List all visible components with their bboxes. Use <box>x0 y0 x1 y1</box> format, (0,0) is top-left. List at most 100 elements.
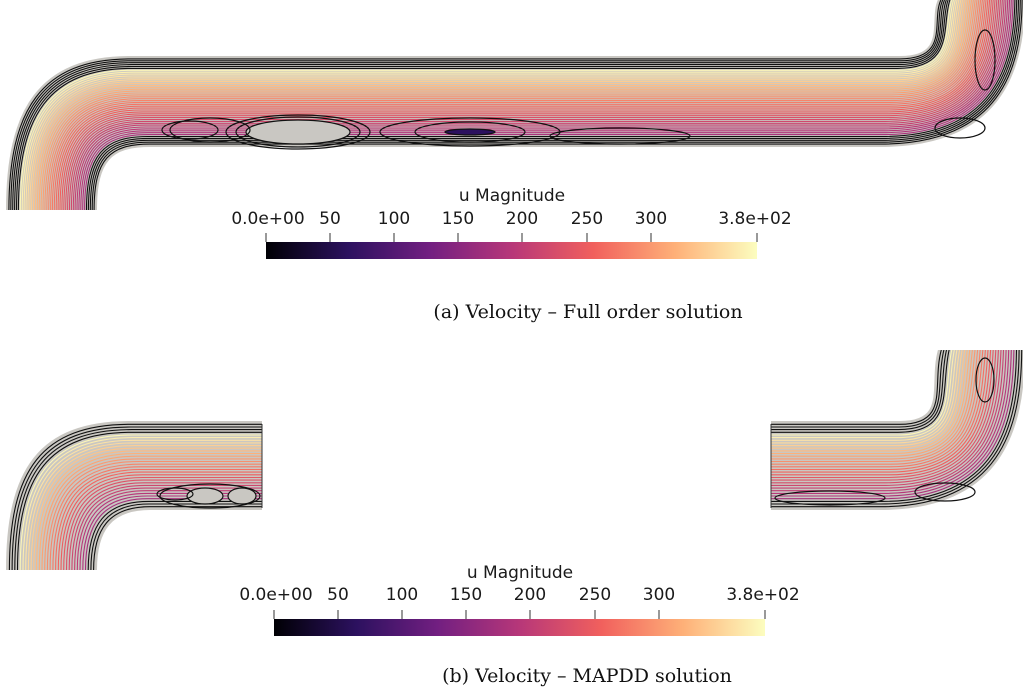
streamline <box>19 434 262 571</box>
channel-fill <box>16 431 262 571</box>
channel-fill <box>53 0 988 211</box>
streamline <box>771 350 981 465</box>
streamline <box>63 476 262 571</box>
panel-b-tick-label: 150 <box>450 585 482 605</box>
streamline <box>10 0 944 211</box>
streamline <box>51 0 983 211</box>
streamline <box>771 350 973 457</box>
channel-fill <box>47 461 262 571</box>
channel-fill <box>36 450 262 571</box>
streamline <box>82 495 262 571</box>
streamline <box>67 0 998 211</box>
channel-fill <box>6 421 262 571</box>
channel-fill <box>62 476 262 571</box>
streamline <box>55 0 987 211</box>
panel-b-tick-label: 300 <box>643 585 675 605</box>
channel-fill <box>34 0 969 211</box>
streamline <box>49 463 262 571</box>
panel-a-colorbar-title: u Magnitude <box>459 186 565 206</box>
streamline <box>771 350 958 441</box>
streamline <box>25 439 262 571</box>
streamline <box>74 487 262 571</box>
channel-fill <box>62 0 996 211</box>
streamline <box>12 0 946 211</box>
panel-a-colorbar-ticks <box>265 233 758 242</box>
streamline <box>87 0 1018 211</box>
streamline <box>21 0 955 211</box>
panel-a-tick-label: 150 <box>442 209 474 229</box>
channel-fill <box>40 455 262 571</box>
streamline <box>27 442 262 571</box>
streamline <box>33 447 262 571</box>
streamline <box>40 0 973 211</box>
streamline <box>771 350 1015 500</box>
panel-a-tick-label: 100 <box>378 209 410 229</box>
streamline <box>93 0 1023 211</box>
panel-a-channel <box>6 0 1023 211</box>
panel-b-colorbar-ticks <box>273 610 766 619</box>
streamline <box>93 506 262 571</box>
streamline <box>78 0 1009 211</box>
streamline <box>91 0 1021 211</box>
panel-a-plot <box>6 0 1023 211</box>
streamline <box>55 468 262 571</box>
streamline <box>48 0 980 211</box>
channel-fill <box>77 0 1011 211</box>
streamline <box>16 431 262 571</box>
panel-a-tick-label: 250 <box>571 209 603 229</box>
streamline <box>771 350 961 444</box>
channel-fill <box>771 350 949 432</box>
panel-b-colorbar: u Magnitude 0.0e+00 50 100 150 200 250 3… <box>239 563 800 636</box>
channel-fill <box>93 0 1023 211</box>
channel-fill <box>27 442 262 571</box>
panel-b-tick-label: 250 <box>579 585 611 605</box>
streamline <box>68 0 1000 211</box>
panel-b-right-vortices <box>774 357 995 506</box>
channel-fill <box>38 452 262 571</box>
streamline <box>771 350 979 463</box>
channel-fill <box>771 350 1015 500</box>
channel-fill <box>29 444 262 571</box>
streamline <box>53 0 985 211</box>
streamline <box>771 350 1023 508</box>
streamline <box>65 479 262 571</box>
panel-b-colorbar-gradient <box>274 619 765 636</box>
channel-fill <box>771 350 984 468</box>
streamline <box>771 350 963 447</box>
streamline <box>44 458 262 571</box>
streamline <box>8 423 262 571</box>
channel-fill <box>21 0 957 211</box>
streamline <box>38 0 971 211</box>
streamline <box>771 350 992 476</box>
streamline <box>79 492 262 571</box>
panel-b-plot <box>6 350 1023 571</box>
panel-b-tick-label: 3.8e+02 <box>726 585 799 605</box>
channel-fill <box>771 350 947 430</box>
channel-fill <box>80 0 1013 211</box>
streamline <box>771 350 1007 492</box>
streamline <box>76 0 1007 211</box>
streamline <box>46 0 978 211</box>
streamline <box>771 350 976 460</box>
streamline <box>31 0 964 211</box>
streamline <box>27 0 960 211</box>
channel-fill <box>771 350 945 428</box>
streamline <box>771 350 945 428</box>
panel-a-tick-label: 50 <box>319 209 341 229</box>
channel-fill <box>771 350 1017 502</box>
streamline <box>17 0 951 211</box>
panel-a-caption: (a) Velocity – Full order solution <box>433 301 742 323</box>
panel-a-vortices <box>161 29 996 150</box>
panel-b-caption: (b) Velocity – MAPDD solution <box>442 665 732 687</box>
streamline <box>57 471 262 571</box>
channel-fill <box>8 423 262 571</box>
streamline <box>41 455 262 571</box>
streamline <box>771 350 1002 486</box>
streamline <box>771 350 1005 489</box>
channel-fill <box>64 0 998 211</box>
streamline <box>771 350 968 452</box>
panel-b-tick-label: 0.0e+00 <box>239 585 312 605</box>
streamline <box>771 350 984 468</box>
streamline <box>70 0 1001 211</box>
channel-fill <box>771 350 1007 491</box>
